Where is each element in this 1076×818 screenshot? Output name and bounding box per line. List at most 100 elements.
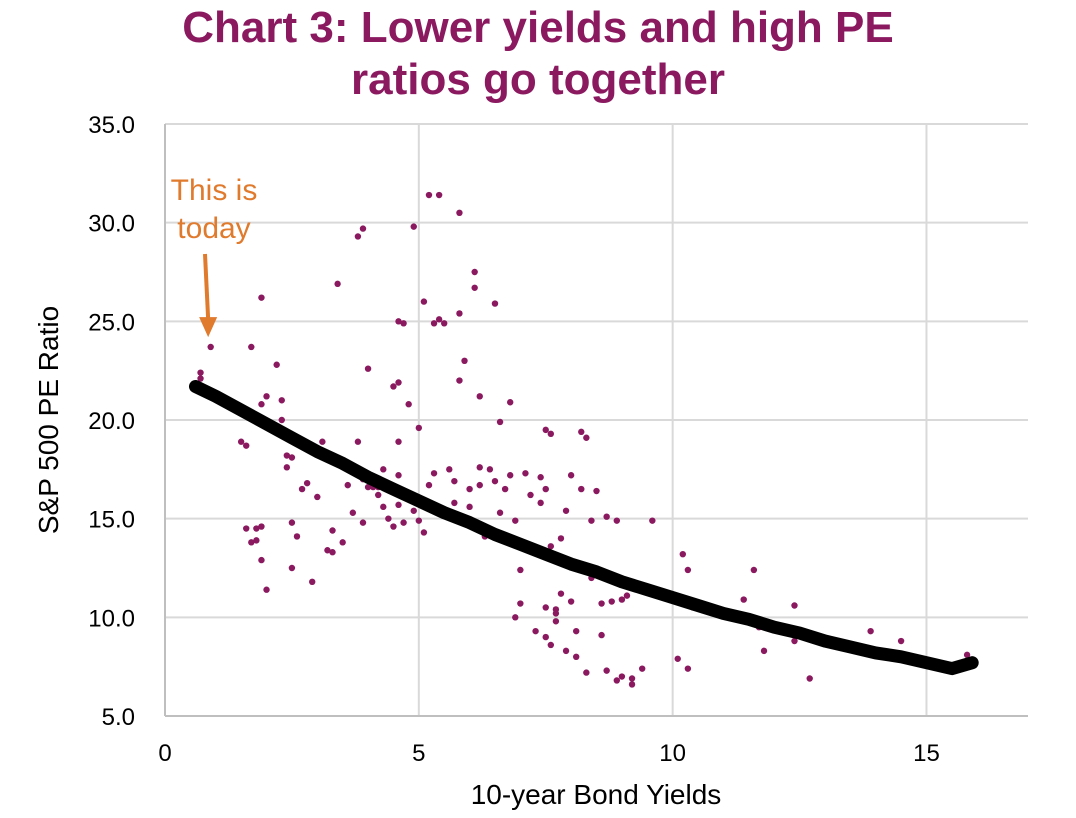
x-axis-label: 10-year Bond Yields xyxy=(471,779,722,810)
data-point xyxy=(288,564,296,572)
data-point xyxy=(364,365,372,372)
data-point xyxy=(542,485,549,493)
data-point xyxy=(390,523,397,530)
data-point xyxy=(395,379,402,386)
data-point xyxy=(491,300,499,307)
data-point xyxy=(542,633,549,641)
data-point xyxy=(684,566,692,574)
data-point xyxy=(588,517,595,524)
data-point xyxy=(806,675,813,682)
data-point xyxy=(410,223,417,230)
data-point xyxy=(314,493,321,501)
data-point xyxy=(791,602,798,609)
data-point xyxy=(248,539,255,546)
data-point xyxy=(309,578,316,586)
data-point xyxy=(420,298,428,305)
data-point xyxy=(441,320,448,327)
data-point xyxy=(258,401,265,408)
data-point xyxy=(273,361,280,368)
data-point xyxy=(466,503,473,511)
data-point xyxy=(649,517,656,524)
data-point xyxy=(527,491,534,499)
data-point xyxy=(496,509,504,516)
data-point xyxy=(263,393,270,400)
data-point xyxy=(258,556,265,564)
data-point xyxy=(430,320,438,327)
annotation-arrow-shaft xyxy=(203,253,211,320)
data-point xyxy=(364,483,372,491)
data-point xyxy=(253,537,260,544)
data-point xyxy=(507,472,514,479)
data-point xyxy=(598,600,605,607)
data-point xyxy=(603,667,610,674)
annotation: This is today xyxy=(171,174,258,338)
data-point xyxy=(243,525,250,532)
annotation-text-line: This is xyxy=(171,174,258,207)
data-point xyxy=(319,438,326,445)
data-point xyxy=(512,517,519,524)
data-point xyxy=(451,499,458,507)
y-tick-label: 15.0 xyxy=(88,507,135,534)
trend-line xyxy=(189,380,979,676)
data-point xyxy=(562,507,570,514)
data-point xyxy=(395,501,402,509)
data-point xyxy=(278,397,285,404)
data-point xyxy=(339,539,346,546)
data-point xyxy=(638,665,646,672)
y-tick-label: 5.0 xyxy=(102,704,135,731)
data-point xyxy=(618,673,626,680)
data-point xyxy=(253,525,260,532)
data-point xyxy=(420,529,428,536)
x-tick-label: 5 xyxy=(412,740,425,767)
data-point xyxy=(684,665,692,672)
data-point xyxy=(395,318,402,325)
data-point xyxy=(522,470,529,477)
data-point xyxy=(583,669,590,676)
data-point xyxy=(608,598,615,605)
chart-title-line-2: ratios go together xyxy=(350,55,726,104)
data-point xyxy=(400,519,407,526)
data-point xyxy=(628,681,636,688)
data-point xyxy=(507,399,514,406)
data-point xyxy=(344,481,351,489)
x-tick-label: 15 xyxy=(913,740,940,767)
data-point xyxy=(537,474,544,481)
data-point xyxy=(572,653,580,660)
data-point xyxy=(501,485,509,493)
data-point xyxy=(456,209,463,216)
data-point xyxy=(390,383,397,390)
data-point xyxy=(491,477,499,485)
data-point xyxy=(298,485,306,493)
data-point xyxy=(415,517,423,524)
data-point xyxy=(517,566,524,574)
data-point xyxy=(471,284,478,291)
trend-line-path xyxy=(189,380,979,676)
data-point xyxy=(476,393,483,400)
data-point xyxy=(451,477,458,485)
data-point xyxy=(237,438,245,445)
annotation-text-line: today xyxy=(177,212,250,245)
data-point xyxy=(517,600,524,607)
data-point xyxy=(446,466,453,473)
data-point xyxy=(476,464,483,471)
data-point xyxy=(486,466,494,473)
data-point xyxy=(425,481,433,489)
x-tick-label: 0 xyxy=(158,740,171,767)
data-point xyxy=(740,596,747,603)
data-point xyxy=(562,647,570,655)
data-point xyxy=(532,627,539,635)
data-point xyxy=(572,627,580,635)
data-point xyxy=(435,316,443,323)
data-point xyxy=(547,641,555,649)
data-point xyxy=(324,547,331,554)
data-point xyxy=(750,566,758,574)
data-point xyxy=(359,519,367,526)
data-point xyxy=(248,343,255,351)
data-point xyxy=(867,627,874,635)
data-point xyxy=(557,535,565,542)
data-point xyxy=(243,442,250,449)
data-point xyxy=(512,614,519,621)
x-tick-label: 10 xyxy=(659,740,686,767)
y-tick-label: 35.0 xyxy=(88,112,135,139)
data-point xyxy=(258,294,265,301)
